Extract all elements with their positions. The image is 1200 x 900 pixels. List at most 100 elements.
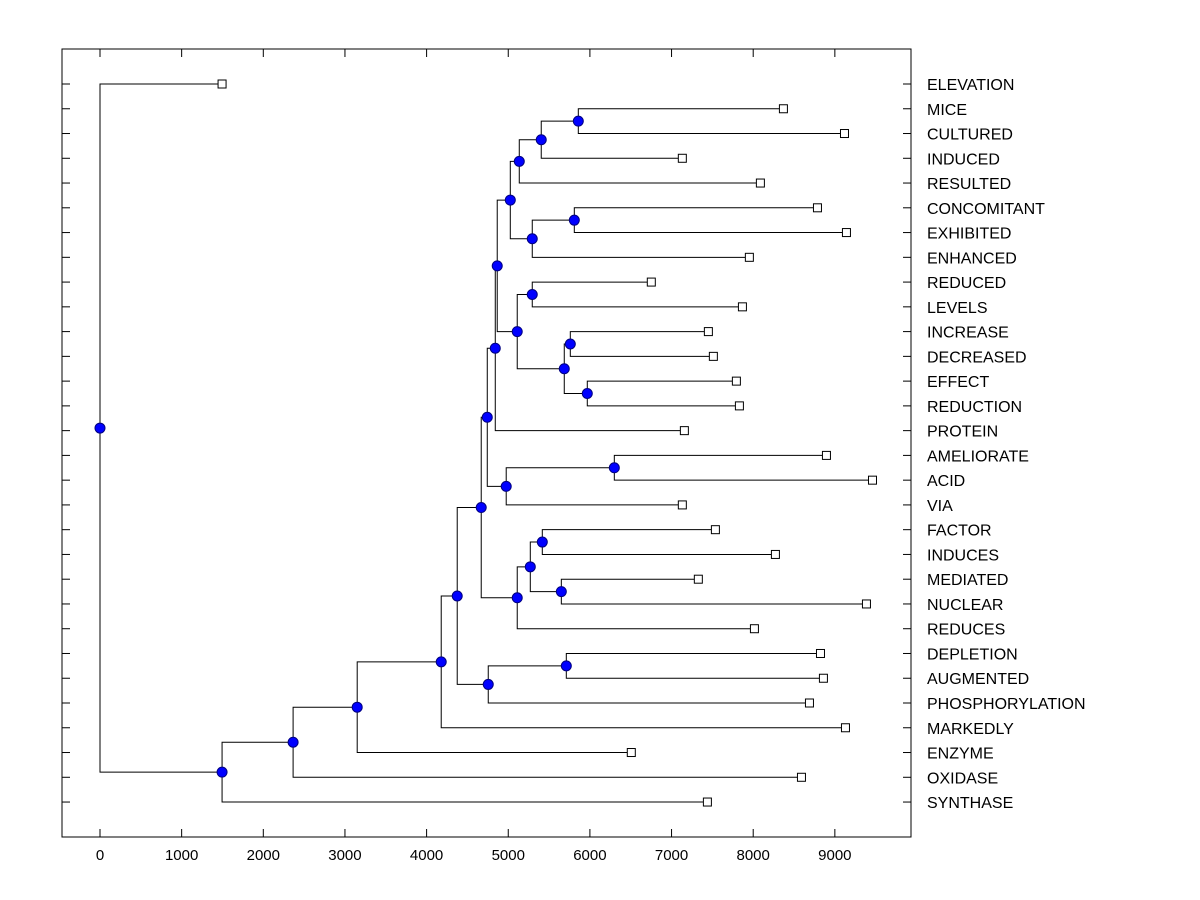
leaf-label-mediated: MEDIATED	[927, 572, 1008, 589]
branch-n_med_nuc	[529, 566, 562, 593]
branch-n_c2	[496, 265, 518, 333]
leaf-marker-depletion	[815, 648, 825, 658]
node-marker-n_g1	[451, 590, 463, 602]
node-marker-n_dep_aug	[560, 660, 572, 672]
x-tick-label: 7000	[655, 847, 688, 864]
branch-n_g3	[292, 706, 358, 743]
node-marker-n_root	[94, 422, 106, 434]
node-marker-n_conc_exh	[568, 214, 580, 226]
branch-increase	[569, 331, 709, 344]
branch-n_conc_exh	[531, 219, 575, 239]
leaf-label-ameliorate: AMELIORATE	[927, 448, 1029, 465]
leaf-label-decreased: DECREASED	[927, 349, 1027, 366]
node-marker-n_red_lev	[526, 288, 538, 300]
branch-mice	[577, 108, 784, 122]
node-marker-n_b1	[526, 233, 538, 245]
x-tick-label: 4000	[410, 847, 443, 864]
branch-effect	[586, 380, 737, 394]
branch-n_e2	[480, 507, 518, 599]
leaf-label-reduction: REDUCTION	[927, 399, 1022, 416]
branch-synthase	[221, 772, 708, 803]
leaf-marker-mice	[778, 104, 788, 114]
x-axis-tick-labels: 0 1000 2000 3000 4000 5000 6000 7000 8000 9000	[96, 847, 852, 864]
leaf-labels: ELEVATION MICE CULTURED INDUCED RESULTED CONC…	[927, 77, 1086, 812]
node-marker-n_ab	[504, 194, 516, 206]
leaf-label-markedly: MARKEDLY	[927, 721, 1014, 738]
leaf-label-increase: INCREASE	[927, 325, 1009, 342]
branch-factor	[541, 529, 716, 543]
leaf-label-protein: PROTEIN	[927, 424, 998, 441]
leaf-label-effect: EFFECT	[927, 374, 989, 391]
leaf-marker-levels	[737, 302, 747, 312]
branch-levels	[531, 294, 743, 308]
branch-acid	[613, 467, 873, 481]
branch-n_mid	[456, 507, 482, 596]
leaf-marker-increase	[703, 327, 713, 337]
branch-markedly	[440, 661, 846, 729]
node-marker-n_c1	[558, 363, 570, 375]
branch-n_top	[480, 416, 488, 508]
leaf-marker-reduces	[749, 624, 759, 634]
leaf-marker-mediated	[693, 574, 703, 584]
branch-n_c1	[516, 331, 565, 370]
branch-n_mice_cult	[540, 120, 579, 140]
branch-n_a1	[518, 139, 542, 162]
leaf-marker-augmented	[818, 673, 828, 683]
leaf-label-acid: ACID	[927, 473, 965, 490]
leaf-marker-enhanced	[744, 252, 754, 262]
branch-mediated	[560, 578, 699, 592]
leaf-marker-phosphorylation	[804, 698, 814, 708]
leaf-marker-enzyme	[626, 748, 636, 758]
leaf-label-reduced: REDUCED	[927, 275, 1006, 292]
x-tick-label: 3000	[328, 847, 361, 864]
node-marker-n_mid	[475, 502, 487, 514]
x-tick-label: 9000	[818, 847, 851, 864]
branch-nuclear	[560, 591, 867, 605]
branch-induces	[541, 542, 776, 555]
leaf-label-reduces: REDUCES	[927, 622, 1005, 639]
branch-n_g1	[440, 595, 458, 662]
leaf-label-induced: INDUCED	[927, 151, 1000, 168]
branch-depletion	[565, 652, 821, 666]
leaf-label-elevation: ELEVATION	[927, 77, 1014, 94]
leaf-marker-elevation	[217, 79, 227, 89]
branch-n_eff_redn	[563, 368, 588, 394]
leaf-label-via: VIA	[927, 498, 953, 515]
leaf-marker-reduction	[734, 401, 744, 411]
leaf-marker-synthase	[702, 797, 712, 807]
leaf-label-resulted: RESULTED	[927, 176, 1011, 193]
leaf-marker-factor	[710, 525, 720, 535]
branch-n_g2	[356, 661, 442, 708]
branch-n_a2	[509, 160, 520, 201]
node-marker-n_a2	[513, 155, 525, 167]
leaf-marker-cultured	[839, 129, 849, 139]
leaf-label-concomitant: CONCOMITANT	[927, 201, 1045, 218]
node-marker-n_fac_ind	[536, 536, 548, 548]
branch-oxidase	[292, 742, 802, 778]
leaf-marker-markedly	[840, 723, 850, 733]
node-marker-n_a1	[535, 134, 547, 146]
leaf-label-exhibited: EXHIBITED	[927, 226, 1011, 243]
node-marker-n_g5	[216, 766, 228, 778]
leaf-marker-induces	[770, 549, 780, 559]
branch-enhanced	[531, 238, 750, 258]
node-marker-n_d1	[500, 480, 512, 492]
leaf-marker-via	[677, 500, 687, 510]
node-marker-n_eff_redn	[581, 388, 593, 399]
x-tick-label: 2000	[247, 847, 280, 864]
branch-reduction	[586, 393, 740, 407]
branch-n_red_lev	[516, 293, 533, 332]
leaf-label-levels: LEVELS	[927, 300, 987, 317]
branch-exhibited	[573, 220, 847, 234]
leaf-marker-acid	[867, 475, 877, 485]
branch-phosphorylation	[487, 684, 810, 704]
branch-n_abcp	[486, 347, 496, 418]
leaf-marker-concomitant	[812, 203, 822, 213]
node-marker-n_top	[481, 411, 493, 423]
x-tick-label: 1000	[165, 847, 198, 864]
branch-reduces	[516, 597, 755, 630]
plot-frame	[61, 48, 912, 838]
branch-resulted	[518, 161, 761, 184]
leaf-marker-resulted	[755, 178, 765, 188]
branch-n_f1	[456, 595, 489, 685]
